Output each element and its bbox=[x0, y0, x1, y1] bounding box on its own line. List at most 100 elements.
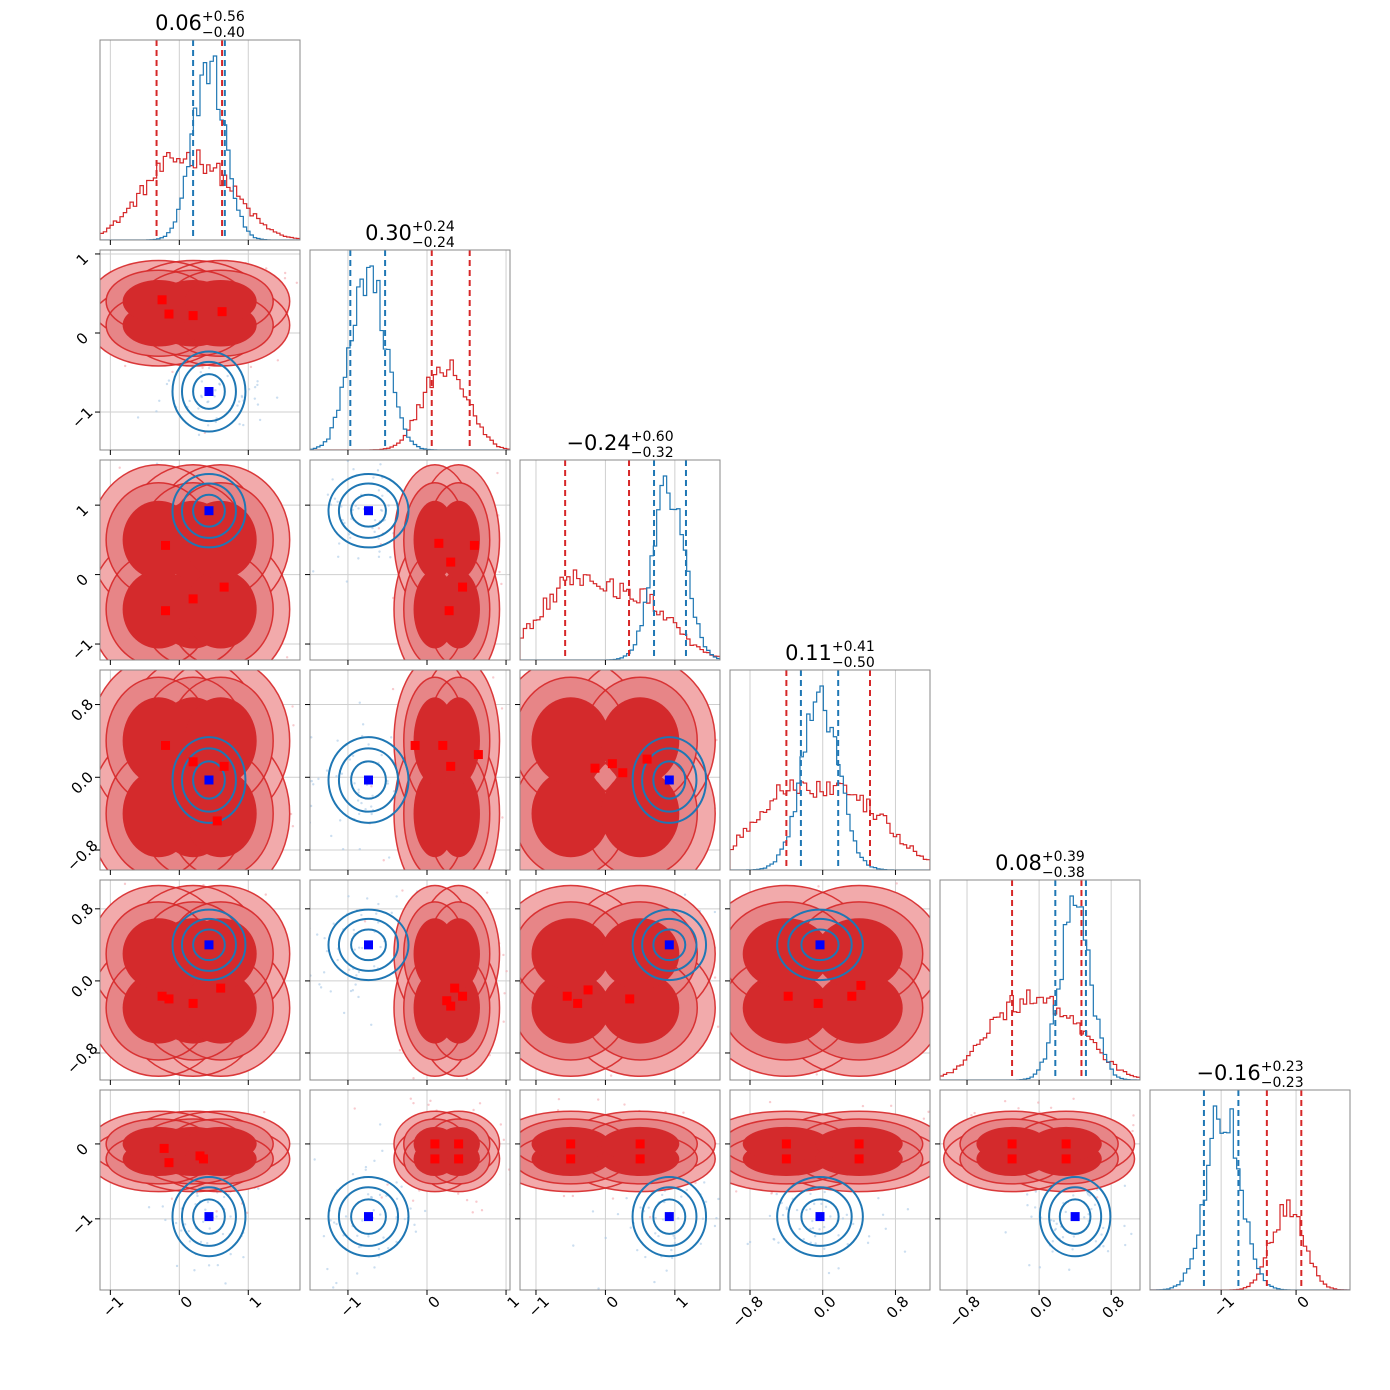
sample-dot bbox=[770, 1191, 774, 1194]
sample-dot bbox=[996, 1066, 998, 1068]
red-marker bbox=[573, 998, 583, 1008]
sample-dot bbox=[371, 526, 374, 530]
sample-dot bbox=[92, 1001, 94, 1003]
sample-dot bbox=[360, 913, 363, 917]
y-tick-label: −1 bbox=[68, 635, 96, 663]
red-contour-fill bbox=[742, 972, 830, 1044]
red-contour-fill bbox=[600, 918, 680, 990]
sample-dot bbox=[295, 1246, 297, 1248]
panel-frame bbox=[729, 669, 931, 871]
sample-dot bbox=[366, 897, 369, 900]
sample-dot bbox=[379, 463, 382, 466]
sample-dot bbox=[351, 1173, 355, 1176]
red-contour-fill bbox=[742, 918, 830, 990]
sample-dot bbox=[348, 758, 352, 761]
sample-dot bbox=[183, 1223, 187, 1226]
panel-plot-area bbox=[100, 460, 300, 660]
panel-6-5: −0.8 0.0 0.8 bbox=[933, 1089, 1141, 1331]
blue-contour-line bbox=[171, 908, 247, 982]
red-marker bbox=[583, 985, 593, 995]
red-marker bbox=[469, 540, 479, 550]
sample-dot bbox=[389, 556, 392, 559]
sample-dot bbox=[877, 1196, 880, 1200]
sample-dot bbox=[331, 478, 334, 481]
sample-dot bbox=[400, 1185, 403, 1188]
sample-dot bbox=[218, 383, 222, 386]
sample-dot bbox=[805, 1208, 808, 1212]
sample-dot bbox=[395, 1181, 398, 1184]
sample-dot bbox=[200, 395, 204, 399]
sample-dot bbox=[604, 1236, 607, 1240]
sample-dot bbox=[242, 423, 245, 427]
sample-dot bbox=[372, 965, 376, 968]
sample-dot bbox=[214, 389, 217, 392]
sample-dot bbox=[724, 1149, 726, 1151]
sample-dot bbox=[242, 1255, 245, 1259]
title-minus: −0.24 bbox=[412, 235, 455, 251]
sample-dot bbox=[701, 1217, 705, 1221]
red-marker bbox=[458, 991, 468, 1001]
panel-5-1: −0.8 0.0 0.8 bbox=[63, 879, 301, 1085]
sample-dot bbox=[358, 701, 361, 704]
sample-dot bbox=[206, 1241, 209, 1245]
red-marker bbox=[473, 750, 483, 760]
y-tick-label: −0.8 bbox=[63, 836, 101, 874]
sample-dot bbox=[375, 912, 378, 915]
sample-dot bbox=[500, 707, 504, 710]
sample-dot bbox=[478, 1102, 482, 1105]
blue-contour-line bbox=[181, 360, 237, 423]
blue-marker bbox=[363, 775, 373, 785]
sample-dot bbox=[458, 666, 460, 668]
sample-dot bbox=[332, 922, 335, 925]
sample-dot bbox=[672, 1234, 675, 1237]
sample-dot bbox=[329, 990, 332, 993]
sample-dot bbox=[1106, 1250, 1110, 1253]
sample-dot bbox=[837, 1234, 840, 1237]
sample-dot bbox=[363, 920, 367, 923]
sample-dot bbox=[935, 1148, 937, 1150]
sample-dot bbox=[364, 1165, 368, 1169]
blue-contour-line bbox=[192, 928, 226, 962]
sample-dot bbox=[735, 1227, 737, 1229]
sample-dot bbox=[624, 649, 626, 651]
sample-dot bbox=[82, 944, 84, 946]
red-marker bbox=[410, 740, 420, 750]
x-tick-label: 1 bbox=[504, 1292, 523, 1311]
sample-dot bbox=[746, 1242, 749, 1246]
red-contour-fill bbox=[184, 280, 257, 323]
sample-dot bbox=[713, 910, 717, 914]
sample-dot bbox=[589, 873, 591, 875]
sample-dot bbox=[344, 1215, 348, 1218]
panel-frame bbox=[99, 879, 301, 1081]
sample-dot bbox=[815, 1073, 818, 1076]
sample-dot bbox=[237, 400, 241, 403]
blue-marker bbox=[1070, 1212, 1080, 1222]
parameter-title: 0.11+0.41 −0.50 bbox=[785, 639, 875, 671]
sample-dot bbox=[727, 749, 729, 751]
sample-dot bbox=[357, 970, 361, 974]
blue-contour-line bbox=[1058, 1198, 1092, 1235]
sample-dot bbox=[361, 723, 365, 726]
panel-2-1: −1 0 1 bbox=[68, 249, 301, 455]
hist-panel-3: −0.24+0.60 −0.32 bbox=[519, 429, 721, 665]
sample-dot bbox=[167, 379, 171, 382]
blue-contour-line bbox=[192, 1198, 226, 1235]
sample-dot bbox=[382, 1236, 385, 1239]
red-marker bbox=[625, 994, 635, 1004]
sample-dot bbox=[970, 1113, 973, 1117]
panel-plot-area bbox=[100, 250, 300, 450]
sample-dot bbox=[312, 570, 315, 573]
sample-dot bbox=[336, 739, 339, 742]
sample-dot bbox=[376, 469, 380, 472]
sample-dot bbox=[1051, 1240, 1055, 1243]
sample-dot bbox=[1131, 1129, 1134, 1133]
sample-dot bbox=[557, 1097, 561, 1101]
panel-frame bbox=[729, 1089, 931, 1291]
sample-dot bbox=[503, 1133, 505, 1135]
sample-dot bbox=[936, 1133, 938, 1135]
sample-dot bbox=[338, 819, 342, 822]
sample-dot bbox=[648, 1215, 652, 1219]
sample-dot bbox=[1026, 1204, 1029, 1207]
sample-dot bbox=[933, 1146, 935, 1148]
